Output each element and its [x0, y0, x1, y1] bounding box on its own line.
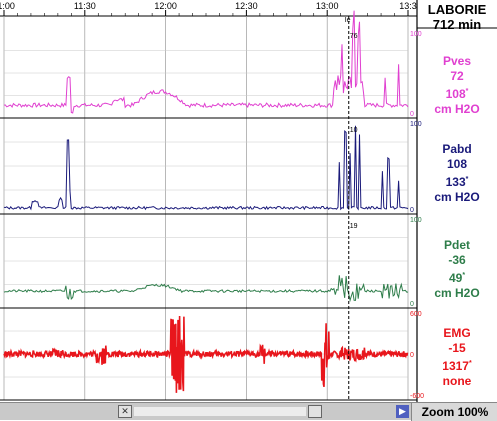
channel-label-pabd: Pabd 108 133* cm H2O — [417, 142, 497, 205]
arrow-right-icon[interactable]: ▶ — [396, 405, 409, 418]
channel-value: -15 — [448, 341, 466, 355]
close-x-icon[interactable]: ✕ — [118, 405, 132, 418]
scale-bottom-label: -600 — [410, 393, 424, 400]
scroll-thumb[interactable] — [308, 405, 322, 418]
channel-name: EMG — [443, 326, 471, 340]
time-scrollbar[interactable]: ✕ ▶ — [0, 402, 411, 420]
time-tick-label: 12:30 — [235, 1, 258, 11]
cursor-value-pabd: 10 — [350, 127, 358, 134]
time-tick-label: 13:3 — [399, 1, 417, 11]
channel-unit: cm H2O — [434, 102, 480, 116]
scale-bottom-label: 0 — [410, 301, 414, 308]
session-duration: 712 min — [432, 17, 482, 32]
channel-peak: 133* — [445, 175, 469, 189]
cursor-value-pdet: 19 — [350, 223, 358, 230]
channel-unit: cm H2O — [434, 190, 480, 204]
scale-top-label: 100 — [410, 121, 422, 128]
scale-top-label: 600 — [410, 311, 422, 318]
time-axis-bar — [0, 0, 417, 16]
channel-name: Pabd — [442, 142, 472, 156]
channel-peak: 108* — [445, 87, 469, 101]
pves-trace — [3, 10, 409, 114]
scroll-track[interactable] — [134, 407, 306, 416]
event-cursor-label: Ie — [345, 17, 351, 24]
zoom-level[interactable]: Zoom 100% — [411, 402, 497, 421]
channel-peak: 1317* — [442, 359, 472, 373]
scale-bottom-label: 0 — [410, 111, 414, 118]
channel-name: Pdet — [443, 238, 470, 252]
scale-top-label: 100 — [410, 217, 422, 224]
time-tick-label: 12:00 — [154, 1, 177, 11]
scale-top-label: 100 — [410, 31, 422, 38]
brand-name: LABORIE — [427, 2, 487, 17]
channel-label-pdet: Pdet -36 49* cm H2O — [417, 238, 497, 301]
channel-value: 72 — [450, 69, 464, 83]
channel-label-pves: Pves 72 108* cm H2O — [417, 54, 497, 117]
channel-label-emg: EMG -15 1317* none — [417, 326, 497, 389]
time-tick-label: 11:30 — [74, 1, 96, 11]
channel-peak: 49* — [448, 271, 466, 285]
time-tick-label: 11:00 — [0, 1, 15, 11]
channel-value: -36 — [448, 253, 466, 267]
emg-trace — [3, 315, 409, 393]
channel-value: 108 — [446, 157, 468, 171]
scale-mid-label: 0 — [410, 352, 414, 359]
channel-unit: cm H2O — [434, 286, 480, 300]
channel-name: Pves — [442, 54, 472, 68]
cursor-value-pves: 76 — [350, 33, 358, 40]
scale-bottom-label: 0 — [410, 207, 414, 214]
channel-unit: none — [442, 374, 472, 388]
time-tick-label: 13:00 — [316, 1, 339, 11]
brand-header: LABORIE 712 min — [417, 2, 497, 32]
pabd-trace — [3, 125, 409, 211]
pdet-trace — [3, 275, 408, 303]
